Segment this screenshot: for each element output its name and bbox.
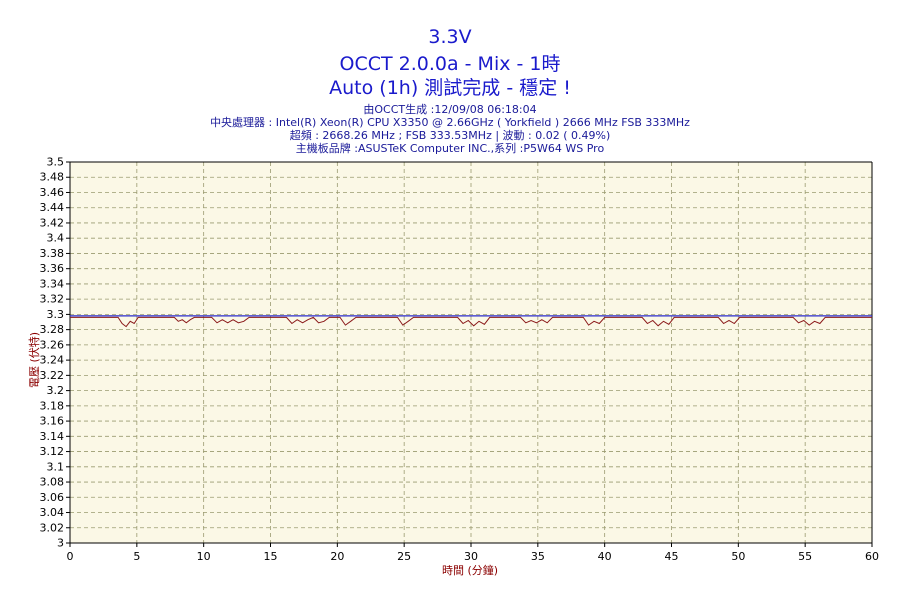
- y-tick-label: 3.08: [40, 476, 65, 489]
- chart-title: 3.3V: [428, 26, 472, 48]
- y-tick-label: 3.38: [40, 247, 65, 260]
- y-tick-label: 3.5: [47, 156, 65, 169]
- x-tick-label: 60: [865, 550, 879, 563]
- chart-subtitle-test: OCCT 2.0.0a - Mix - 1時: [339, 53, 561, 75]
- y-tick-label: 3.4: [47, 232, 65, 245]
- y-tick-label: 3.28: [40, 323, 65, 336]
- x-tick-label: 25: [397, 550, 411, 563]
- y-tick-label: 3: [57, 537, 64, 550]
- voltage-series-line: [70, 316, 872, 328]
- y-tick-label: 3.2: [47, 384, 65, 397]
- y-tick-label: 3.16: [40, 415, 65, 428]
- y-tick-label: 3.32: [40, 293, 65, 306]
- y-tick-label: 3.3: [47, 308, 65, 321]
- y-tick-label: 3.34: [40, 277, 65, 290]
- x-tick-label: 40: [598, 550, 612, 563]
- y-tick-label: 3.24: [40, 354, 65, 367]
- info-overclock: 超頻 : 2668.26 MHz ; FSB 333.53MHz | 波動 : …: [289, 129, 611, 142]
- y-tick-label: 3.18: [40, 399, 65, 412]
- x-tick-label: 10: [197, 550, 211, 563]
- x-tick-label: 55: [798, 550, 812, 563]
- y-tick-label: 3.1: [47, 460, 65, 473]
- y-tick-label: 3.26: [40, 338, 65, 351]
- info-generated: 由OCCT生成 :12/09/08 06:18:04: [363, 103, 537, 116]
- x-tick-label: 20: [330, 550, 344, 563]
- y-axis-title: 電壓 (伏特): [28, 331, 41, 389]
- y-tick-label: 3.12: [40, 445, 65, 458]
- y-tick-label: 3.36: [40, 262, 65, 275]
- x-tick-label: 50: [731, 550, 745, 563]
- chart-subtitle-result: Auto (1h) 測試完成 - 穩定 !: [329, 77, 571, 99]
- x-tick-label: 35: [531, 550, 545, 563]
- y-tick-label: 3.48: [40, 171, 65, 184]
- y-tick-label: 3.44: [40, 201, 65, 214]
- y-tick-label: 3.06: [40, 491, 65, 504]
- x-tick-label: 30: [464, 550, 478, 563]
- y-tick-label: 3.42: [40, 216, 65, 229]
- x-tick-label: 45: [665, 550, 679, 563]
- info-motherboard: 主機板品牌 :ASUSTeK Computer INC.,系列 :P5W64 W…: [295, 142, 605, 155]
- x-tick-label: 0: [67, 550, 74, 563]
- y-tick-label: 3.22: [40, 369, 65, 382]
- y-tick-label: 3.02: [40, 521, 65, 534]
- y-tick-label: 3.14: [40, 430, 65, 443]
- x-axis-title: 時間 (分鐘): [441, 564, 499, 577]
- y-tick-label: 3.04: [40, 506, 65, 519]
- x-tick-label: 5: [133, 550, 140, 563]
- y-tick-label: 3.46: [40, 186, 65, 199]
- x-tick-label: 15: [264, 550, 278, 563]
- info-cpu: 中央處理器 : Intel(R) Xeon(R) CPU X3350 @ 2.6…: [210, 116, 690, 129]
